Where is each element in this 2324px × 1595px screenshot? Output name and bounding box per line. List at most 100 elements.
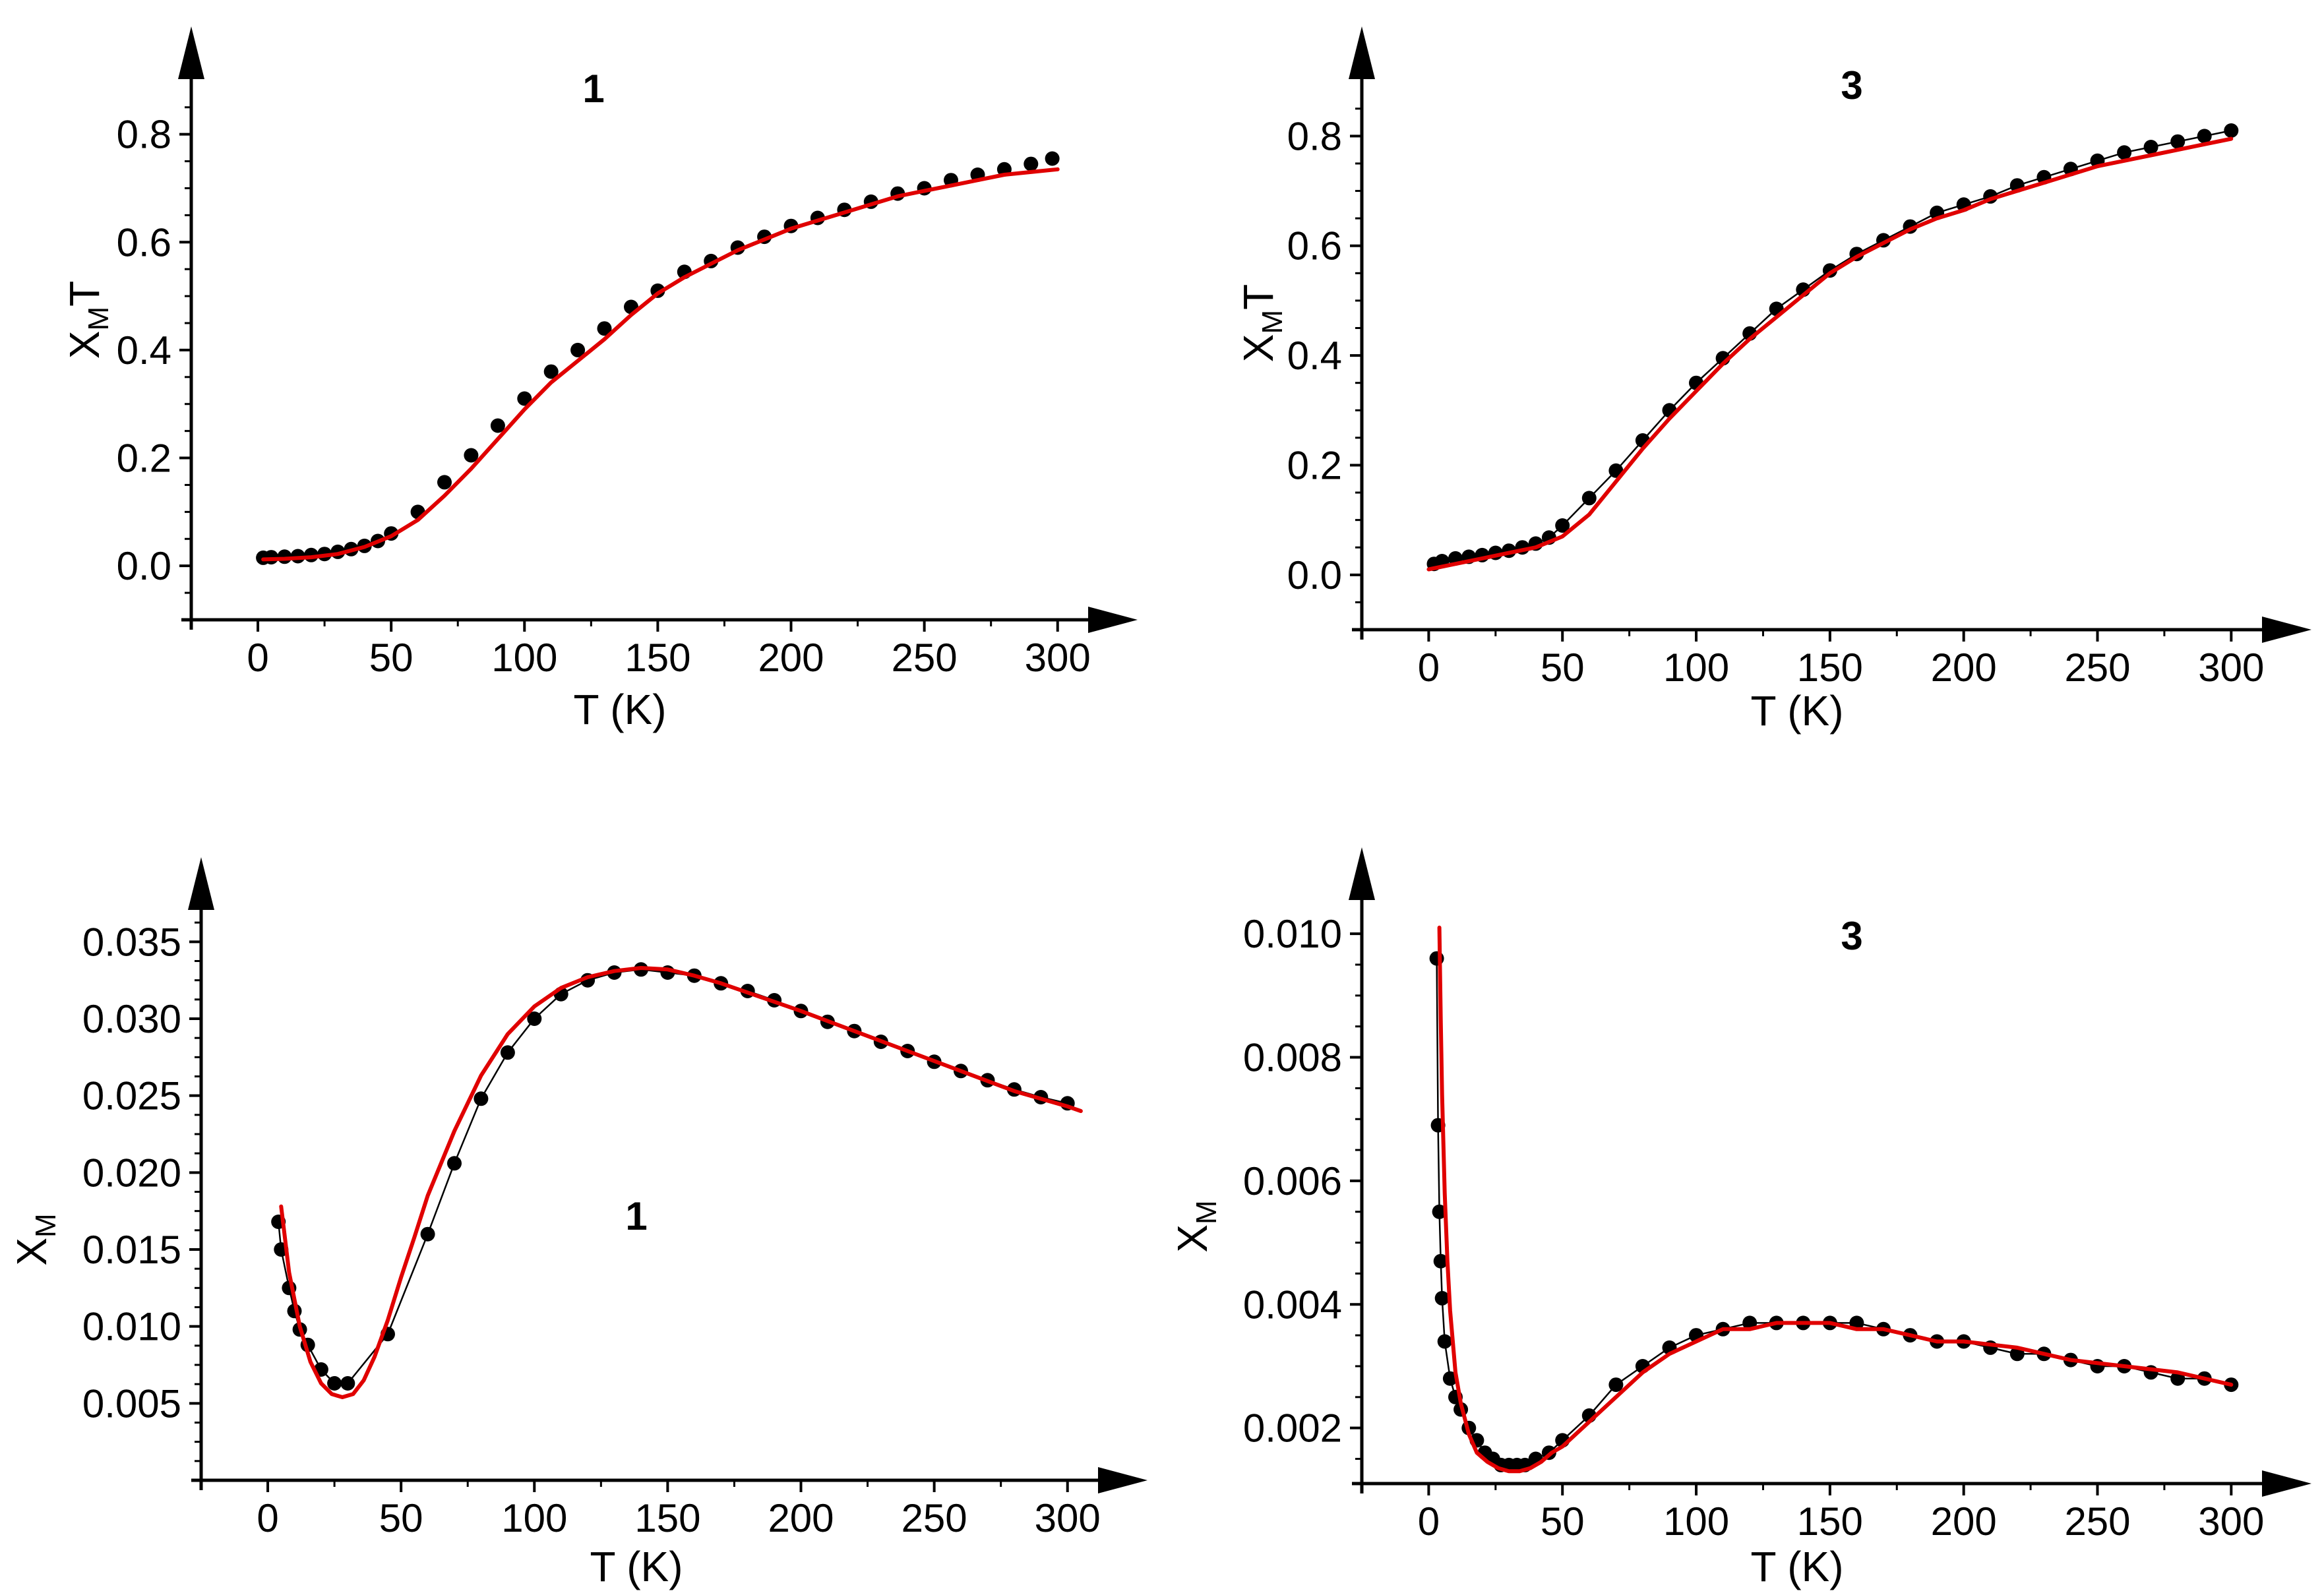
y-axis-label: XM [8,1213,62,1265]
data-point [543,364,559,379]
x-axis-label: T (K) [573,686,666,733]
x-tick-label: 300 [2198,646,2264,690]
data-point [570,342,586,357]
fit-line [279,966,1083,1399]
y-tick-label: 0.8 [117,113,171,157]
y-axis-label: XMT [1235,284,1289,362]
data-point [474,1091,489,1106]
x-tick-label: 250 [2064,1499,2130,1544]
data-connector-line [1434,129,2232,565]
y-axis-label-sub: M [1190,1200,1223,1224]
y-tick-label: 0.020 [82,1151,181,1195]
x-axis-arrow [2262,1470,2311,1497]
data-point [327,1376,342,1391]
data-point [490,418,505,433]
data-connector-line [277,969,1068,1385]
x-tick-label: 150 [625,636,690,680]
y-tick-label: 0.008 [1243,1036,1342,1080]
data-point [1024,156,1039,171]
x-axis-arrow [2262,617,2311,643]
y-tick-label: 0.6 [1287,224,1342,268]
y-axis-label-sub: M [30,1213,62,1238]
fit-line [1437,925,2234,1474]
y-tick-label: 0.0 [117,544,171,588]
y-axis-arrow [188,857,214,910]
panel-title: 1 [625,1194,647,1238]
data-point [2143,140,2158,154]
x-tick-label: 100 [1663,1499,1729,1544]
data-point [1433,1253,1448,1269]
data-point [447,1156,462,1171]
x-tick-label: 250 [902,1496,967,1540]
data-point [597,321,612,336]
data-point [437,475,452,490]
x-tick-label: 150 [1797,1499,1863,1544]
data-point [527,1011,542,1026]
data-point [2197,129,2212,144]
panel-chi-3: 3 T (K) XM 0 50 100 150 200 250 300 0.002 0.004 0… [1169,847,2311,1590]
y-axis-arrow [178,26,204,79]
y-tick-label: 0.0 [1287,553,1342,597]
y-axis-label-base: X [61,331,108,359]
panel-chi-t-3: 3 T (K) XMT 0 50 100 150 200 250 300 0.0 0.2 0.4 0… [1235,26,2311,735]
x-tick-label: 200 [1931,646,1997,690]
data-point [420,1226,435,1242]
x-axis-label: T (K) [1750,1543,1843,1590]
x-tick-label: 100 [1663,646,1729,690]
y-axis-arrow [1349,26,1375,79]
x-axis-arrow [1098,1467,1147,1493]
y-tick-label: 0.035 [82,920,181,964]
x-tick-label: 50 [1541,1499,1585,1544]
data-point [1608,1377,1624,1393]
x-axis-label: T (K) [590,1543,683,1590]
y-tick-label: 0.030 [82,997,181,1041]
x-tick-label: 0 [1418,1499,1440,1544]
y-axis-label-sub: M [82,307,115,331]
y-tick-label: 0.2 [1287,443,1342,487]
panel-title: 3 [1841,914,1862,958]
x-tick-label: 300 [1025,636,1091,680]
y-axis-label-base: X [1169,1224,1216,1253]
y-tick-label: 0.025 [82,1074,181,1118]
x-tick-label: 150 [1797,646,1863,690]
y-tick-label: 0.4 [117,328,171,373]
x-tick-label: 100 [501,1496,567,1540]
y-tick-label: 0.004 [1243,1282,1342,1327]
x-axis-arrow [1088,607,1138,633]
data-point [464,448,479,463]
x-tick-label: 50 [369,636,413,680]
x-tick-label: 50 [1541,646,1585,690]
data-point [340,1376,355,1391]
data-point [1437,1334,1452,1349]
x-tick-label: 250 [2064,646,2130,690]
y-tick-label: 0.002 [1243,1406,1342,1451]
y-axis-label-tail: T [61,281,108,307]
data-point [1581,491,1597,506]
y-axis-label-base: X [8,1238,55,1266]
y-tick-label: 0.010 [1243,912,1342,956]
y-tick-label: 0.010 [82,1305,181,1349]
y-tick-label: 0.4 [1287,334,1342,378]
data-point [1555,518,1570,533]
y-tick-label: 0.005 [82,1381,181,1426]
x-tick-label: 0 [257,1496,278,1540]
x-tick-label: 50 [379,1496,423,1540]
y-tick-label: 0.015 [82,1228,181,1272]
panel-chi-t-1: 1 T (K) XMT 0 50 100 150 200 250 300 0.0 0.2 0.4 0… [61,26,1138,733]
panel-title: 1 [582,67,604,111]
panel-chi-1: 1 T (K) XM 0 50 100 150 200 250 300 0.005 0.010 0… [8,857,1147,1590]
x-tick-label: 200 [768,1496,834,1540]
fit-line [261,167,1060,562]
data-point [1434,1290,1450,1306]
panel-title: 3 [1841,63,1862,107]
y-axis-label: XM [1169,1200,1223,1252]
y-axis-label-sub: M [1256,310,1289,334]
x-tick-label: 250 [892,636,958,680]
data-point [2224,123,2239,138]
y-tick-label: 0.2 [117,436,171,481]
data-point [2117,145,2132,160]
y-axis-label: XMT [61,281,115,359]
x-tick-label: 300 [2198,1499,2264,1544]
y-tick-label: 0.8 [1287,114,1342,158]
